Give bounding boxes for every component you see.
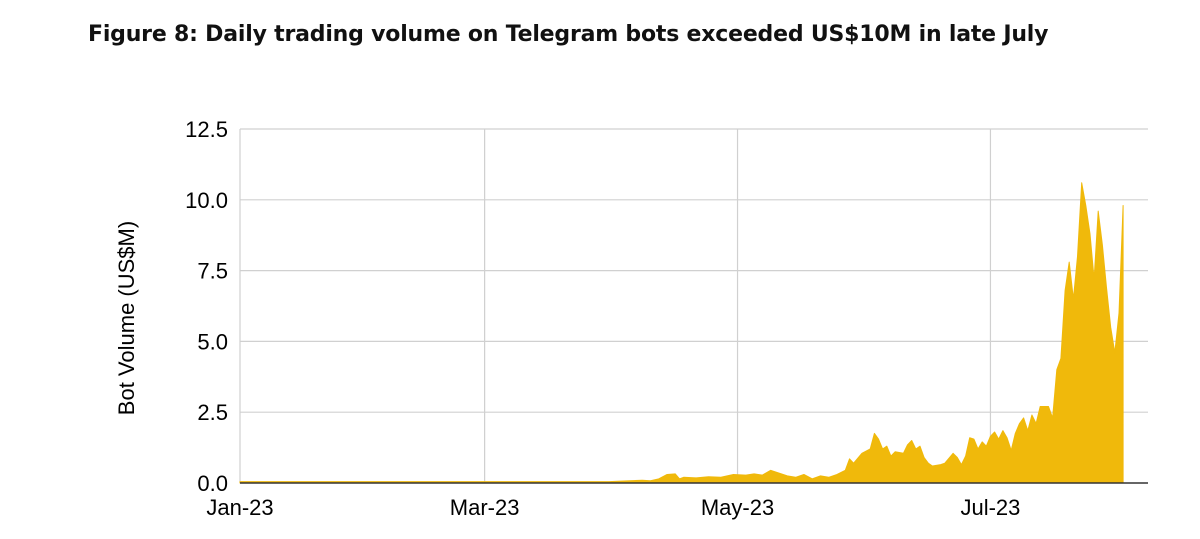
chart-title: Figure 8: Daily trading volume on Telegr…: [88, 22, 1049, 47]
y-tick-label: 0.0: [197, 471, 228, 496]
x-tick-label: Mar-23: [450, 495, 520, 520]
gridlines: [239, 128, 1148, 483]
area-fill: [239, 182, 1124, 484]
x-tick-label: Jul-23: [960, 495, 1020, 520]
y-tick-label: 2.5: [197, 400, 228, 425]
y-axis-title: Bot Volume (US$M): [114, 221, 139, 415]
y-tick-label: 5.0: [197, 329, 228, 354]
x-tick-label: May-23: [701, 495, 774, 520]
y-tick-label: 12.5: [185, 117, 228, 142]
area-series: [239, 182, 1124, 484]
tick-labels: 0.0 2.5 5.0 7.5 10.0 12.5 Jan-23 Mar-23 May-23 Ju…: [185, 117, 1020, 520]
y-tick-label: 10.0: [185, 188, 228, 213]
x-tick-label: Jan-23: [206, 495, 273, 520]
y-tick-label: 7.5: [197, 259, 228, 284]
